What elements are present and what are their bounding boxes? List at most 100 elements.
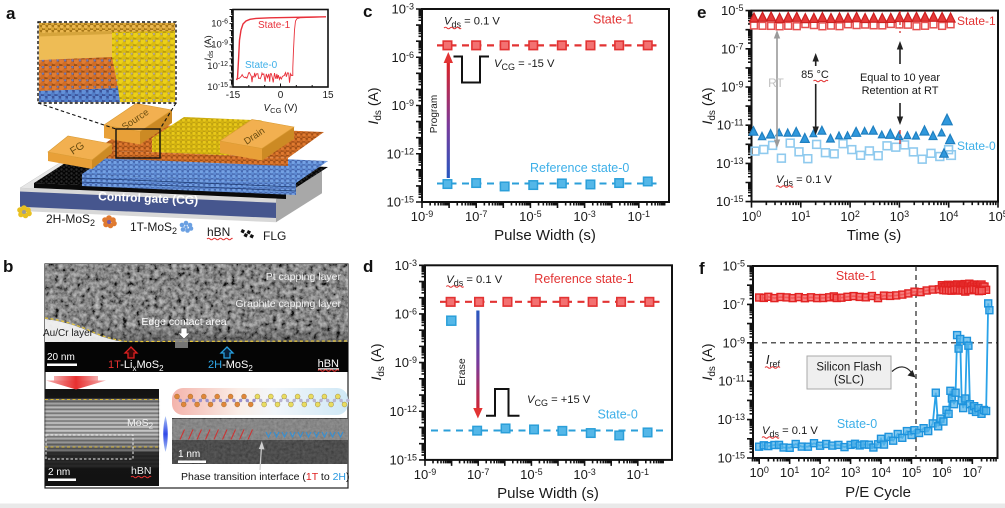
svg-text:101: 101 (780, 465, 799, 480)
svg-text:State-0: State-0 (245, 60, 278, 71)
svg-text:P/E Cycle: P/E Cycle (845, 484, 911, 501)
svg-text:hBN: hBN (131, 465, 151, 477)
svg-text:10-7: 10-7 (723, 297, 745, 312)
svg-text:10-12: 10-12 (390, 404, 417, 419)
svg-text:101: 101 (791, 209, 810, 224)
svg-text:Program: Program (429, 95, 440, 133)
svg-text:10-15: 10-15 (718, 451, 745, 466)
svg-text:State-0: State-0 (598, 408, 638, 422)
svg-text:10-13: 10-13 (716, 156, 743, 171)
svg-text:State-1: State-1 (957, 14, 996, 28)
svg-text:hBN: hBN (318, 358, 339, 370)
svg-text:10-9: 10-9 (721, 80, 743, 95)
svg-text:10-13: 10-13 (718, 412, 745, 427)
svg-text:State-1: State-1 (258, 20, 291, 31)
svg-text:b: b (3, 257, 13, 276)
svg-text:State-1: State-1 (593, 13, 633, 27)
svg-text:Vds = 0.1 V: Vds = 0.1 V (446, 274, 502, 288)
svg-text:State-0: State-0 (837, 417, 877, 431)
svg-text:106: 106 (932, 465, 951, 480)
svg-text:1T-LixMoS2: 1T-LixMoS2 (108, 359, 164, 373)
svg-text:Au/Cr layer: Au/Cr layer (43, 328, 94, 339)
svg-text:10-7: 10-7 (465, 209, 487, 224)
svg-text:hBN: hBN (207, 225, 230, 239)
svg-text:0: 0 (278, 90, 284, 101)
svg-text:-15: -15 (226, 90, 241, 101)
svg-text:10-12: 10-12 (387, 146, 414, 161)
svg-text:10-9: 10-9 (395, 355, 417, 370)
svg-text:10-5: 10-5 (723, 259, 745, 274)
svg-text:102: 102 (810, 465, 829, 480)
svg-text:10-15: 10-15 (390, 452, 417, 467)
svg-text:100: 100 (742, 209, 761, 224)
svg-text:10-1: 10-1 (627, 467, 649, 482)
svg-text:100: 100 (749, 465, 768, 480)
svg-text:Ids (A): Ids (A) (365, 87, 384, 124)
svg-text:10-7: 10-7 (721, 41, 743, 56)
svg-text:(SLC): (SLC) (834, 375, 864, 387)
svg-text:FLG: FLG (263, 229, 286, 243)
svg-text:10-15: 10-15 (207, 82, 228, 93)
svg-text:10-9: 10-9 (211, 40, 228, 51)
svg-text:10-15: 10-15 (387, 195, 414, 210)
svg-text:10-3: 10-3 (395, 258, 417, 273)
svg-text:Ids (A): Ids (A) (699, 87, 718, 124)
svg-text:10-9: 10-9 (392, 98, 414, 113)
svg-text:10-6: 10-6 (395, 306, 417, 321)
svg-text:10-7: 10-7 (467, 467, 489, 482)
svg-text:Edge contact area: Edge contact area (141, 316, 226, 328)
svg-text:VCG (V): VCG (V) (263, 103, 297, 115)
svg-text:10-15: 10-15 (716, 194, 743, 209)
svg-text:10-6: 10-6 (211, 19, 228, 30)
svg-text:10-3: 10-3 (392, 2, 414, 17)
svg-text:10-6: 10-6 (392, 50, 414, 65)
svg-text:102: 102 (840, 209, 859, 224)
svg-text:1T-MoS2: 1T-MoS2 (130, 220, 177, 236)
svg-text:104: 104 (939, 209, 958, 224)
svg-text:State-1: State-1 (836, 269, 876, 283)
svg-text:10-9: 10-9 (723, 335, 745, 350)
svg-text:a: a (6, 4, 16, 23)
svg-text:Reference state-1: Reference state-1 (534, 272, 633, 286)
svg-text:105: 105 (902, 465, 921, 480)
svg-text:f: f (699, 259, 705, 278)
svg-text:10-9: 10-9 (411, 209, 433, 224)
svg-text:10-3: 10-3 (573, 467, 595, 482)
svg-text:Iref: Iref (766, 353, 780, 369)
svg-text:State-0: State-0 (957, 139, 996, 153)
svg-text:Pt capping layer: Pt capping layer (266, 271, 342, 283)
svg-text:10-9: 10-9 (414, 467, 436, 482)
svg-text:10-5: 10-5 (519, 209, 541, 224)
svg-text:Time (s): Time (s) (847, 227, 901, 244)
svg-text:Vds = 0.1 V: Vds = 0.1 V (776, 174, 832, 188)
svg-text:103: 103 (841, 465, 860, 480)
svg-text:Silicon Flash: Silicon Flash (816, 362, 881, 374)
svg-text:Ids (A): Ids (A) (203, 35, 215, 60)
svg-text:Erase: Erase (456, 358, 468, 386)
svg-text:2 nm: 2 nm (48, 467, 70, 478)
svg-text:Reference state-0: Reference state-0 (530, 161, 629, 175)
svg-text:107: 107 (963, 465, 982, 480)
svg-text:1 nm: 1 nm (178, 449, 200, 460)
svg-text:Ids (A): Ids (A) (368, 343, 387, 380)
svg-text:Pulse Width (s): Pulse Width (s) (497, 485, 599, 502)
svg-text:15: 15 (322, 90, 334, 101)
svg-text:e: e (697, 3, 706, 22)
svg-text:Vds = 0.1 V: Vds = 0.1 V (762, 425, 818, 439)
svg-text:10-11: 10-11 (718, 374, 745, 389)
svg-text:d: d (363, 257, 373, 276)
svg-text:2H-MoS2: 2H-MoS2 (46, 212, 95, 228)
svg-text:c: c (363, 2, 372, 21)
svg-text:20 nm: 20 nm (47, 352, 75, 363)
svg-text:2H-MoS2: 2H-MoS2 (208, 359, 253, 373)
svg-text:VCG = -15 V: VCG = -15 V (494, 58, 555, 72)
svg-text:10-5: 10-5 (520, 467, 542, 482)
svg-text:103: 103 (890, 209, 909, 224)
svg-text:MoS2: MoS2 (127, 417, 154, 431)
svg-text:Vds = 0.1 V: Vds = 0.1 V (444, 16, 500, 30)
svg-text:104: 104 (871, 465, 890, 480)
svg-text:Equal to 10 year: Equal to 10 year (860, 72, 940, 84)
svg-text:10-11: 10-11 (717, 118, 744, 133)
svg-text:10-1: 10-1 (628, 209, 650, 224)
svg-text:RT: RT (768, 76, 784, 90)
